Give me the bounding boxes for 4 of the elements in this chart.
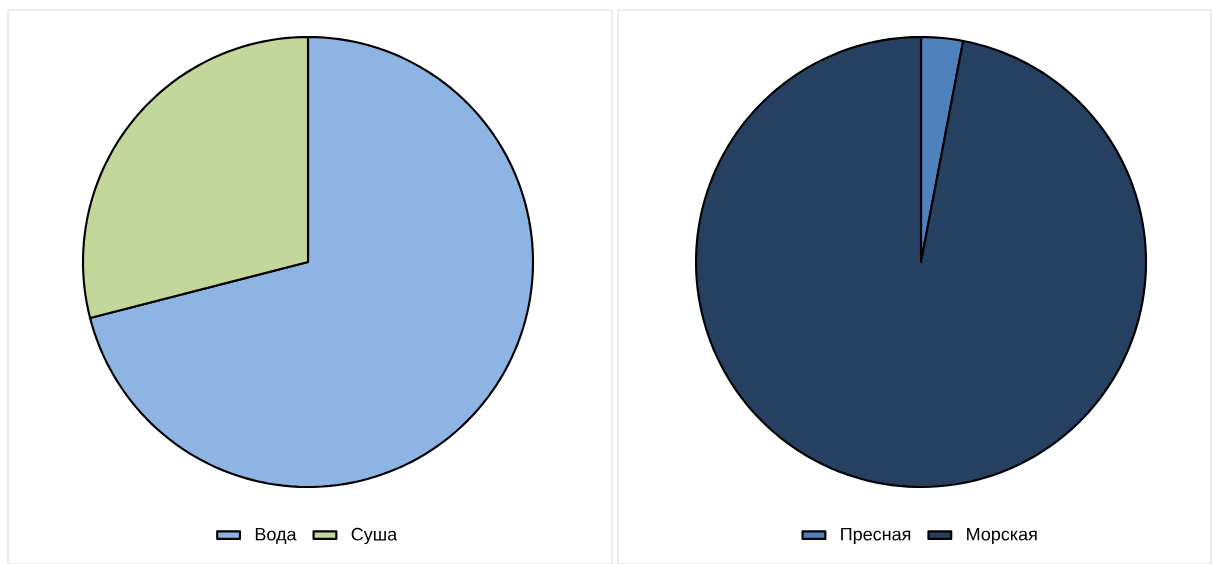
legend-label: Пресная <box>841 527 911 545</box>
legend-label: Морская <box>967 527 1037 545</box>
legend-label: Суша <box>351 527 398 545</box>
legend-label: Вода <box>255 527 297 544</box>
